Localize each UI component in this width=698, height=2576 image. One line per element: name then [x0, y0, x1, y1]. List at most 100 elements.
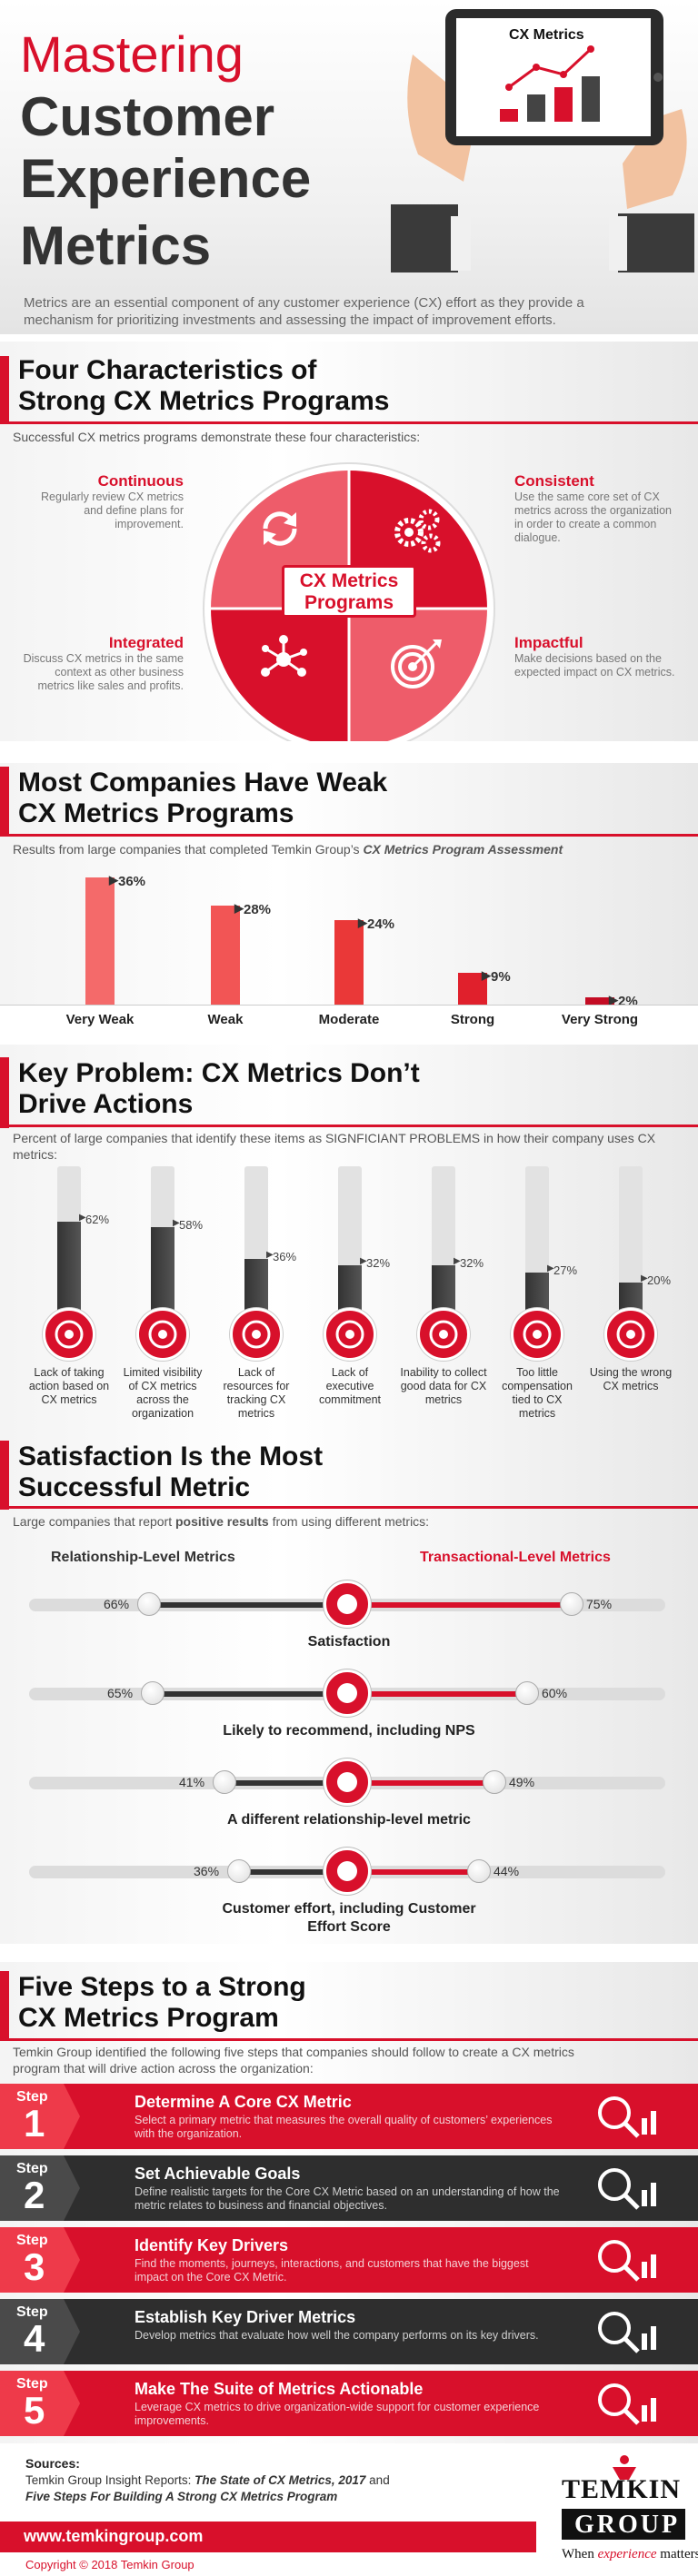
section-tab: [0, 767, 9, 836]
problem-label: Inability to collect good data for CX me…: [400, 1366, 487, 1406]
section-rule: [0, 834, 698, 837]
step-title: Make The Suite of Metrics Actionable: [135, 2380, 424, 2398]
subtitle-prefix: Large companies that report: [13, 1514, 175, 1529]
step-arrow: [64, 2299, 80, 2364]
weak-programs-section: Most Companies Have Weak CX Metrics Prog…: [0, 763, 698, 1035]
step-row: Step 5 Make The Suite of Metrics Actionabl…: [0, 2371, 698, 2436]
title-line-4: Metrics: [20, 215, 212, 276]
metric-label: Satisfaction: [307, 1634, 391, 1650]
step-description: Define realistic targets for the Core CX…: [135, 2185, 560, 2212]
step-number: 3: [24, 2245, 45, 2288]
characteristic-text: Use the same core set of CX metrics acro…: [514, 490, 672, 544]
money-icon: [511, 1308, 563, 1361]
relationship-value: 36%: [194, 1864, 220, 1878]
five-steps-section: Five Steps to a Strong CX Metrics Progra…: [0, 1962, 698, 2443]
step-arrow: [64, 2227, 80, 2293]
problem-value: 32%: [366, 1256, 391, 1270]
gears-icon: [394, 509, 441, 553]
section-subtitle: Results from large companies that comple…: [13, 841, 563, 857]
problem-bar: [244, 1259, 268, 1312]
problem-value: 58%: [179, 1218, 204, 1232]
bar-category-label: Very Weak: [65, 1012, 135, 1027]
problem-label: Lack of taking action based on CX metric…: [28, 1366, 110, 1406]
section-rule: [0, 421, 698, 424]
step-row: Step 4 Establish Key Driver Metrics Develop…: [0, 2299, 698, 2364]
problem-value-pointer: ▶: [79, 1213, 86, 1223]
section-subtitle: Percent of large companies that identify…: [13, 1131, 656, 1162]
problem-column: [619, 1166, 643, 1312]
sources-heading: Sources:: [25, 2456, 80, 2471]
relationship-knob: [137, 1592, 161, 1616]
problem-label: Lack of resources for tracking CX metric…: [223, 1366, 290, 1420]
header-section: Mastering Customer Experience Metrics CX…: [0, 0, 698, 334]
problem-bar: [151, 1227, 174, 1312]
step-badge: Step 3: [0, 2227, 64, 2293]
tagline-prefix: When: [562, 2547, 598, 2561]
transactional-bar: [347, 1780, 494, 1786]
section-tab: [0, 1057, 9, 1128]
section-rule: [0, 1125, 698, 1127]
section-subtitle: Successful CX metrics programs demonstra…: [13, 430, 421, 444]
step-description: Leverage CX metrics to drive organizatio…: [135, 2401, 540, 2427]
key-problem-section: Key Problem: CX Metrics Don’t Drive Acti…: [0, 1045, 698, 1444]
relationship-knob: [227, 1859, 251, 1883]
relationship-knob: [141, 1681, 165, 1705]
problem-value: 27%: [553, 1263, 578, 1277]
section-title-line-2: Successful Metric: [18, 1472, 251, 1502]
chart-baseline: [0, 1005, 698, 1035]
step-word: Step: [16, 2304, 48, 2320]
sources-text: Temkin Group Insight Reports: The State …: [25, 2472, 444, 2505]
bar-category-label: Strong: [450, 1012, 495, 1027]
problem-bar: [338, 1265, 362, 1312]
tablet-illustration: [391, 9, 694, 272]
key-problem-chart: 62% ▶ Lack of taking action based on CX me…: [0, 1166, 698, 1444]
arrow-chart-icon: [578, 2378, 669, 2429]
title-line-3: Experience: [20, 148, 312, 209]
transactional-value: 44%: [494, 1864, 520, 1878]
step-title: Identify Key Drivers: [135, 2236, 289, 2254]
bar-value-label: 28%: [244, 902, 272, 917]
transactional-bar: [347, 1691, 527, 1697]
characteristic-text: Make decisions based on the expected imp…: [514, 652, 675, 679]
wheel-center-label: CX Metrics Programs: [282, 565, 416, 618]
metric-rows: 66% 75% Satisfaction 65% 60% Likely to recomm…: [0, 1580, 698, 1944]
characteristic-text: Discuss CX metrics in the same context a…: [23, 652, 184, 692]
bar: [458, 973, 487, 1005]
step-number: 1: [24, 2102, 45, 2145]
step-arrow: [64, 2371, 80, 2436]
source-2: Five Steps For Building A Strong CX Metr…: [25, 2490, 338, 2503]
problem-label: Too little compensation tied to CX metri…: [502, 1366, 573, 1420]
bar: [85, 877, 115, 1005]
problem-label: Lack of executive commitment: [318, 1366, 382, 1406]
section-title-line-1: Four Characteristics of: [18, 355, 317, 385]
section-title-line-2: CX Metrics Programs: [18, 798, 294, 828]
section-title-line-2: Drive Actions: [18, 1089, 194, 1119]
website-link[interactable]: www.temkingroup.com: [24, 2527, 204, 2545]
x-icon: [604, 1308, 657, 1361]
step-badge: Step 2: [0, 2155, 64, 2221]
relationship-bar: [149, 1602, 347, 1608]
section-title-line-1: Key Problem: CX Metrics Don’t: [18, 1058, 420, 1088]
relationship-heading: Relationship-Level Metrics: [51, 1550, 235, 1565]
bar-category-label: Weak: [207, 1012, 244, 1027]
step-word: Step: [16, 2089, 48, 2105]
step-word: Step: [16, 2233, 48, 2248]
url-bar: [0, 2522, 536, 2552]
transactional-bar: [347, 1869, 479, 1875]
step-list: Step 1 Determine A Core CX Metric Select a …: [0, 2084, 698, 2443]
relationship-value: 65%: [107, 1686, 134, 1700]
problem-label: Using the wrong CX metrics: [589, 1366, 673, 1392]
step-title: Establish Key Driver Metrics: [135, 2308, 356, 2326]
problem-value-pointer: ▶: [454, 1256, 461, 1266]
problem-value: 36%: [273, 1250, 297, 1263]
eye-icon: [136, 1308, 189, 1361]
problem-column: [432, 1166, 455, 1312]
section-title-line-1: Five Steps to a Strong: [18, 1972, 306, 2002]
logo-figure-icon: [613, 2455, 636, 2480]
sources-and: and: [365, 2473, 390, 2487]
runner-icon: [324, 1848, 371, 1895]
tablet-label: CX Metrics: [509, 27, 584, 43]
satisfaction-section: Satisfaction Is the Most Successful Metr…: [0, 1435, 698, 1944]
problem-value: 32%: [460, 1256, 484, 1270]
characteristic-title: Consistent: [514, 472, 594, 490]
